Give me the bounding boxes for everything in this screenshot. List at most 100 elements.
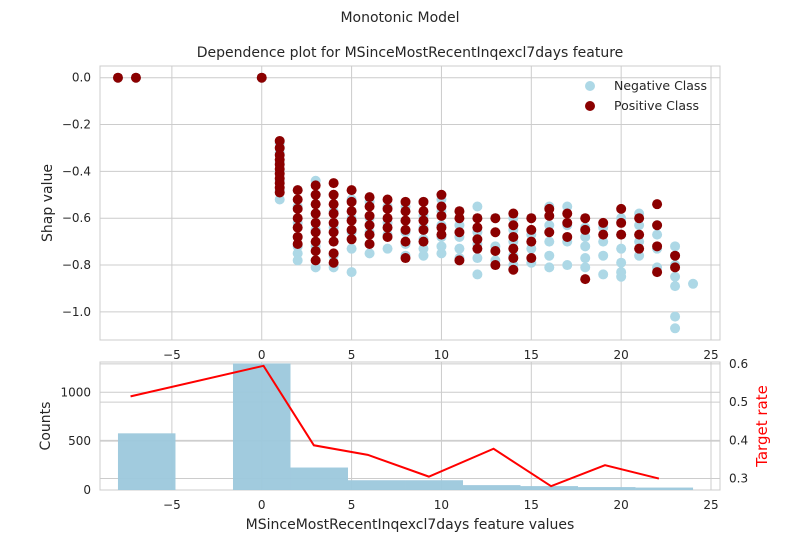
scatter-y-tick-label: −0.6 (62, 211, 91, 225)
negative-class-point (670, 311, 681, 322)
positive-class-point (292, 238, 303, 249)
positive-class-point (364, 220, 375, 231)
positive-class-point (364, 210, 375, 221)
negative-class-point (472, 253, 483, 264)
histogram-y2-ticks: 0.3 0.4 0.5 0.6 (729, 357, 748, 486)
positive-class-point (310, 199, 321, 210)
positive-class-point (490, 227, 501, 238)
positive-class-point (508, 231, 519, 242)
positive-class-point (418, 224, 429, 235)
positive-class-point (310, 246, 321, 257)
scatter-x-tick-label: 5 (348, 348, 356, 362)
histogram-x-tick-label: 5 (348, 498, 356, 512)
positive-class-point (130, 72, 141, 83)
positive-class-point (436, 229, 447, 240)
negative-class-point (616, 271, 627, 282)
positive-class-point (454, 227, 465, 238)
positive-class-point (436, 201, 447, 212)
positive-class-point (580, 213, 591, 224)
positive-class-point (562, 208, 573, 219)
histogram-x-tick-label: 15 (524, 498, 539, 512)
negative-class-point (634, 250, 645, 261)
negative-class-point (688, 278, 699, 289)
positive-class-point (328, 227, 339, 238)
histogram-bar (405, 480, 464, 490)
legend-label-positive: Positive Class (614, 98, 699, 113)
scatter-x-tick-label: −5 (163, 348, 181, 362)
positive-class-point (490, 260, 501, 271)
negative-class-point (580, 231, 591, 242)
negative-class-point (346, 243, 357, 254)
positive-class-point (112, 72, 123, 83)
positive-class-point (310, 217, 321, 228)
positive-class-point (670, 262, 681, 273)
histogram-bar (232, 363, 291, 490)
positive-class-point (382, 213, 393, 224)
positive-class-point (562, 217, 573, 228)
target-rate-line (130, 364, 660, 488)
negative-class-point (436, 248, 447, 259)
positive-class-point (544, 227, 555, 238)
scatter-x-tick-label: 10 (434, 348, 449, 362)
scatter-y-tick-label: 0.0 (72, 71, 91, 85)
negative-class-point (544, 250, 555, 261)
positive-class-point (652, 220, 663, 231)
positive-class-point (652, 241, 663, 252)
negative-class-point (436, 241, 447, 252)
legend-label-negative: Negative Class (614, 78, 707, 93)
positive-class-point (328, 189, 339, 200)
positive-class-point (400, 224, 411, 235)
negative-class-point (544, 262, 555, 273)
negative-class-point (634, 236, 645, 247)
negative-class-point (598, 236, 609, 247)
positive-class-point (382, 222, 393, 233)
positive-class-point (508, 220, 519, 231)
histogram-y2-tick-label: 0.5 (729, 395, 748, 409)
positive-class-points (112, 72, 681, 285)
negative-class-point (562, 260, 573, 271)
negative-class-point (580, 262, 591, 273)
histogram-x-axis-label: MSinceMostRecentInqexcl7days feature val… (246, 517, 575, 533)
positive-class-point (346, 206, 357, 217)
negative-class-point (670, 271, 681, 282)
positive-class-point (364, 238, 375, 249)
histogram-bars (117, 363, 694, 490)
negative-class-point (598, 250, 609, 261)
scatter-x-tick-label: 20 (614, 348, 629, 362)
positive-class-point (418, 215, 429, 226)
positive-class-point (310, 189, 321, 200)
positive-class-point (436, 222, 447, 233)
negative-class-point (274, 194, 285, 205)
positive-class-point (418, 196, 429, 207)
positive-class-point (472, 213, 483, 224)
positive-class-point (346, 215, 357, 226)
positive-class-point (310, 236, 321, 247)
histogram-bar (290, 467, 348, 490)
legend-marker-negative (585, 81, 595, 91)
positive-class-point (526, 224, 537, 235)
positive-class-point (598, 217, 609, 228)
positive-class-point (292, 231, 303, 242)
negative-class-point (472, 201, 483, 212)
negative-class-point (472, 269, 483, 280)
positive-class-point (274, 187, 285, 198)
negative-class-point (544, 236, 555, 247)
histogram-bar (520, 486, 579, 490)
positive-class-point (490, 213, 501, 224)
positive-class-point (400, 206, 411, 217)
histogram-bar (635, 487, 694, 490)
positive-class-point (526, 236, 537, 247)
positive-class-point (310, 208, 321, 219)
positive-class-point (436, 189, 447, 200)
positive-class-point (670, 250, 681, 261)
positive-class-point (616, 203, 627, 214)
histogram-y2-tick-label: 0.4 (729, 433, 748, 447)
negative-class-point (292, 248, 303, 259)
positive-class-point (634, 229, 645, 240)
positive-class-point (256, 72, 267, 83)
legend-marker-positive (585, 101, 595, 111)
positive-class-point (616, 229, 627, 240)
negative-class-point (616, 243, 627, 254)
scatter-y-tick-label: −0.4 (62, 164, 91, 178)
